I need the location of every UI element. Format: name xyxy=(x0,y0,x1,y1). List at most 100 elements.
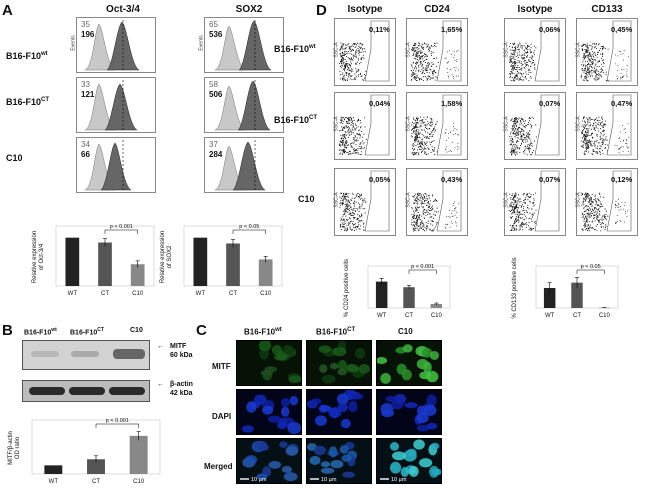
dot xyxy=(347,223,349,225)
dot xyxy=(586,46,588,48)
dot xyxy=(427,75,429,77)
dot xyxy=(361,197,363,199)
dot xyxy=(517,56,519,58)
dot xyxy=(592,227,594,230)
dot xyxy=(524,203,526,205)
dot xyxy=(424,124,427,126)
dot xyxy=(602,216,604,218)
dot xyxy=(618,137,620,139)
nucleus xyxy=(391,398,404,410)
dot xyxy=(602,59,605,61)
dot xyxy=(585,46,587,48)
dot xyxy=(423,213,425,215)
dot xyxy=(433,150,435,152)
gate-polygon xyxy=(606,170,632,232)
dot xyxy=(599,123,602,125)
dot xyxy=(510,153,512,156)
dot xyxy=(534,221,536,223)
dot xyxy=(419,225,421,227)
band-arrow-mitf: ← xyxy=(157,343,164,350)
dot xyxy=(435,211,438,213)
dot xyxy=(418,199,420,201)
dot xyxy=(357,59,360,61)
dot xyxy=(618,209,620,211)
dot xyxy=(414,65,417,67)
dot xyxy=(596,123,598,125)
dot xyxy=(583,118,585,120)
scatter-cloud xyxy=(339,170,390,232)
dot xyxy=(354,197,356,199)
dot xyxy=(355,127,357,129)
dot xyxy=(340,126,342,128)
dot xyxy=(525,76,527,78)
dot xyxy=(597,219,599,221)
dot xyxy=(431,62,433,64)
dot xyxy=(599,211,601,213)
tick-label: C10 xyxy=(260,291,272,297)
dot xyxy=(511,71,513,73)
dot xyxy=(353,213,356,215)
dot xyxy=(595,76,597,78)
dot xyxy=(422,206,424,208)
nucleus xyxy=(330,460,344,469)
dot xyxy=(589,64,591,66)
dot xyxy=(513,65,515,67)
dot xyxy=(600,218,602,220)
dot xyxy=(414,46,416,48)
dot xyxy=(526,52,528,54)
dot xyxy=(358,202,360,204)
dot xyxy=(583,79,585,81)
dot xyxy=(341,46,343,48)
nucleus xyxy=(314,415,328,426)
band xyxy=(29,387,65,395)
dot xyxy=(592,55,594,57)
dot xyxy=(417,126,419,129)
dot xyxy=(529,130,531,132)
dot xyxy=(599,122,601,124)
dot xyxy=(428,205,430,207)
dot xyxy=(430,54,433,57)
dot xyxy=(343,62,345,64)
dot xyxy=(418,129,420,131)
dot xyxy=(423,46,425,48)
dot xyxy=(420,141,422,143)
dot xyxy=(581,146,583,148)
dot xyxy=(347,56,349,58)
dot xyxy=(416,123,418,125)
gate-percent: 0,12% xyxy=(611,175,633,184)
dot xyxy=(342,117,344,119)
dot xyxy=(363,222,365,224)
dot xyxy=(341,58,343,60)
dot xyxy=(582,202,584,204)
bar xyxy=(430,304,443,308)
dot xyxy=(584,151,586,153)
dot xyxy=(358,134,360,136)
dot xyxy=(592,220,594,222)
dot xyxy=(418,217,420,219)
dot xyxy=(599,53,601,55)
dot xyxy=(429,79,431,81)
dot xyxy=(414,55,416,57)
dot xyxy=(601,117,603,119)
dot xyxy=(512,193,514,195)
dot xyxy=(589,207,591,209)
dot xyxy=(516,124,518,126)
dot xyxy=(527,207,529,209)
dot xyxy=(339,225,341,227)
dot xyxy=(427,153,429,155)
dot xyxy=(588,216,590,218)
dot xyxy=(356,137,358,139)
dot xyxy=(600,68,602,70)
dot xyxy=(358,215,361,217)
dot xyxy=(414,49,416,51)
dot xyxy=(517,46,519,48)
axis-label-ssc: SSC-A xyxy=(503,192,510,208)
dot xyxy=(355,75,357,77)
dot xyxy=(346,229,348,231)
dot xyxy=(428,75,430,77)
dot xyxy=(418,140,420,142)
dot xyxy=(590,49,592,51)
dot xyxy=(414,200,416,202)
dot xyxy=(517,137,519,139)
dot xyxy=(621,202,623,204)
